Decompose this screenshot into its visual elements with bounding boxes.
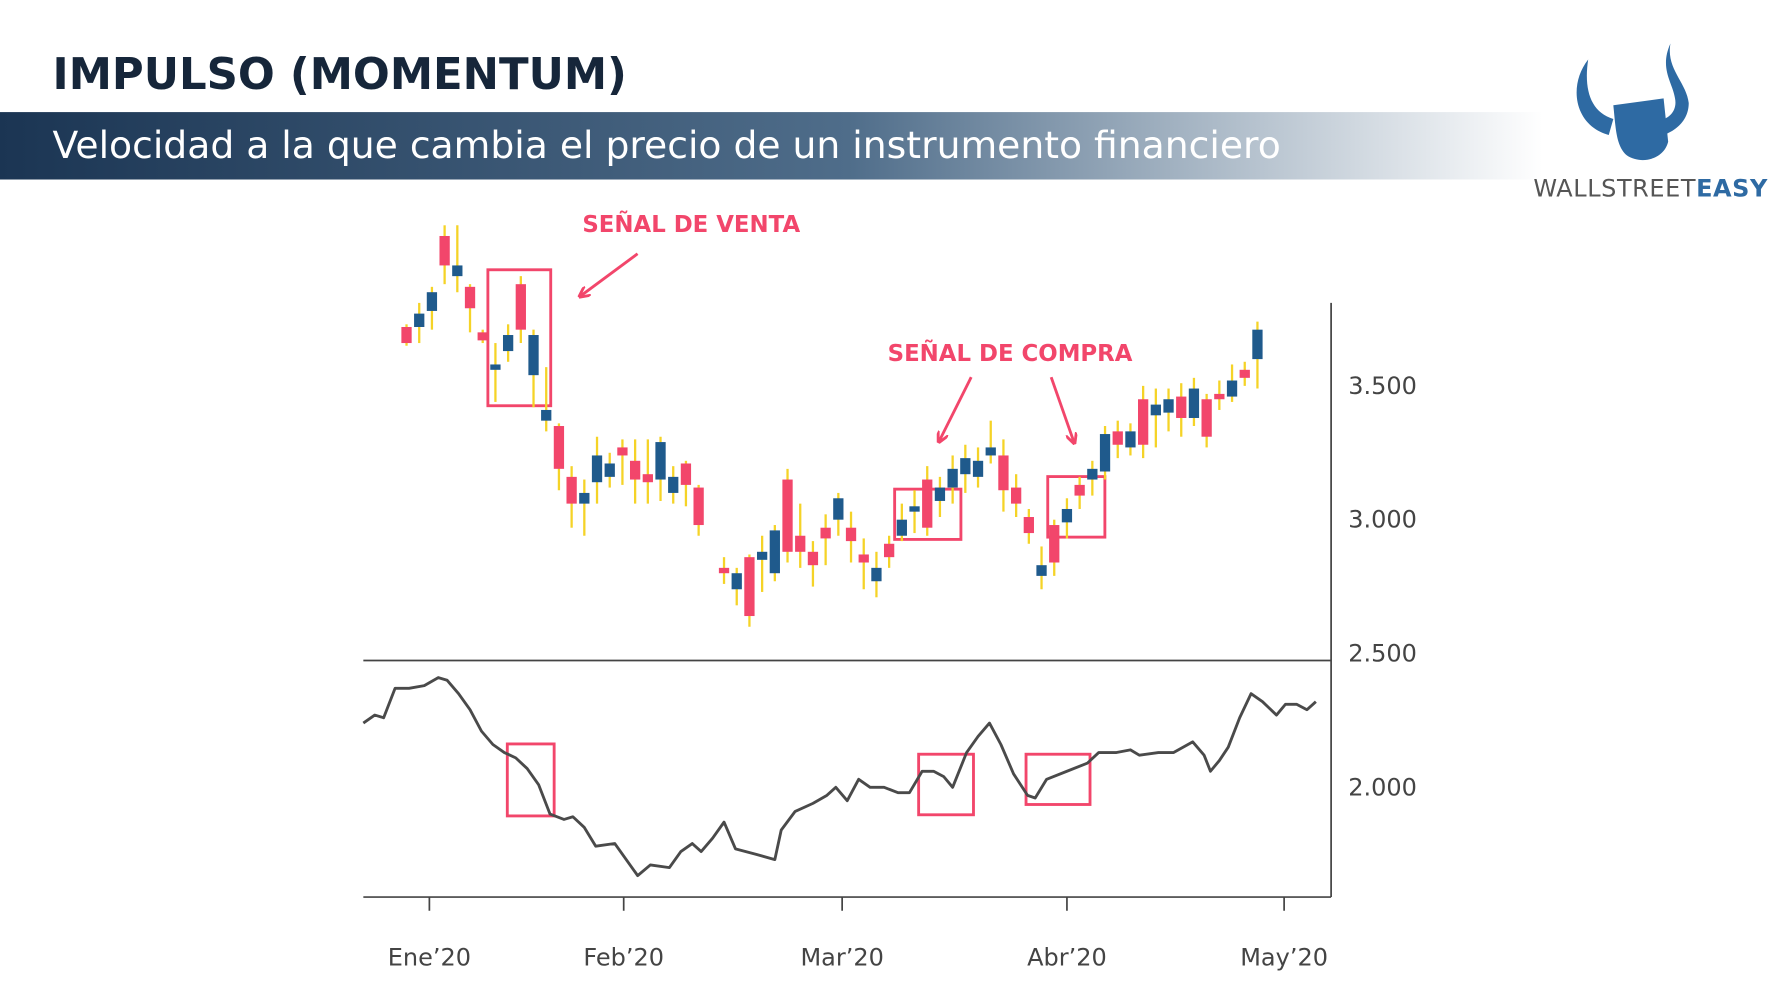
arrow [1049,376,1074,442]
candle-body [1252,329,1263,360]
candle-body [668,476,679,493]
candle-body [1087,468,1098,480]
candle-body [591,455,603,483]
candle-body [1112,431,1123,445]
candle-body [947,468,958,488]
candle-body [502,335,514,352]
candle-body [528,335,539,376]
x-tick-label: Ene’20 [388,944,471,972]
candle-body [452,265,463,277]
subtitle-band [0,112,1543,180]
x-tick-label: May’20 [1240,944,1328,972]
candle-body [998,455,1009,491]
logo-fist [1613,98,1669,161]
candle-body [1163,399,1174,413]
candle-body [1188,388,1200,418]
candle-body [464,286,476,309]
arrow [939,376,973,441]
candle-body [439,235,450,266]
y-tick-label: 3.500 [1348,372,1417,400]
candle-body [782,479,793,552]
candle-body [934,487,946,501]
candle-body [1226,380,1238,397]
signal-box [1024,752,1092,806]
candle-body [566,476,577,504]
candle-body [922,479,933,528]
candle-body [401,326,412,344]
candle-body [845,527,857,542]
y-tick-label: 2.500 [1348,640,1417,668]
signal-box [1046,475,1107,539]
candle-body [1125,431,1136,448]
candle-body [1214,393,1225,400]
candle-body [744,557,755,617]
signal-box [486,268,553,408]
candle-body [617,447,628,456]
candle-body [604,463,615,477]
y-tick-label: 3.000 [1348,506,1417,534]
candle-body [642,474,653,483]
candle-body [1049,525,1060,563]
arrow [580,252,639,296]
candle-body [807,551,819,566]
candle-body [629,460,641,480]
logo: WALLSTREETEASY [1533,43,1768,203]
annotation: SEÑAL DE VENTA [582,210,800,238]
candle-body [1099,434,1111,472]
candle-body [756,551,768,560]
candle-body [731,573,742,590]
x-tick-label: Abr’20 [1027,944,1107,972]
candle-body [1201,399,1212,437]
candle-body [680,463,692,485]
page-title: IMPULSO (MOMENTUM) [53,50,627,100]
logo-text-1: WALLSTREET [1533,175,1696,203]
candle-body [515,284,526,330]
candle-body [871,567,882,582]
annotation: SEÑAL DE COMPRA [888,339,1133,367]
candle-body [1023,517,1034,534]
candle-body [1036,565,1047,576]
candle-body [883,543,895,558]
candle-body [972,460,984,477]
signal-box [505,742,556,818]
signal-box [917,752,975,817]
candle-body [477,332,488,341]
candle-body [833,498,844,520]
candle-body [858,554,869,563]
candle-body [960,458,971,475]
candle-body [820,527,831,539]
candle-body [795,535,806,552]
candle-body [1239,369,1250,378]
candle-body [490,364,501,370]
y-tick-label: 2.000 [1348,773,1417,801]
candle-body [909,506,920,512]
candle-body [693,487,704,526]
candle-body [655,442,666,480]
x-tick-label: Feb’20 [583,944,664,972]
candle-body [985,447,996,456]
logo-horn [1576,59,1614,135]
candle-body [426,292,438,311]
logo-text-2: EASY [1696,175,1768,203]
candle-body [718,567,730,574]
candle-body [579,492,590,504]
momentum-line [362,676,1317,878]
page-subtitle: Velocidad a la que cambia el precio de u… [53,123,1281,167]
candle-body [414,313,425,327]
candle-body [769,530,780,574]
candle-body [1010,487,1022,504]
candle-body [1176,396,1187,418]
logo-text: WALLSTREETEASY [1533,175,1768,203]
candle-body [1061,508,1073,523]
candle-body [1137,399,1149,445]
candle-body [1074,484,1085,496]
logo-horn [1654,43,1689,138]
candle-body [1150,404,1161,416]
candle-body [896,519,907,536]
candle-body [541,409,552,421]
x-tick-label: Mar’20 [800,944,883,972]
candle-body [553,426,565,469]
